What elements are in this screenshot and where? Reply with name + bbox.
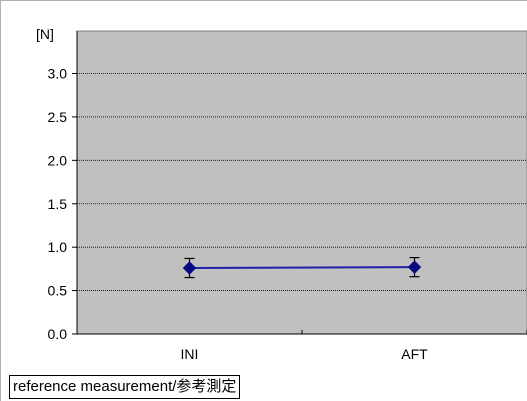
y-tick-label: 1.0	[48, 239, 68, 255]
y-tick-label: 1.5	[48, 196, 68, 212]
grid-lines	[77, 73, 527, 291]
y-tick-label: 2.5	[48, 109, 68, 125]
series-line	[189, 266, 415, 270]
plot-area	[76, 30, 527, 335]
y-axis-ticks: 0.0 0.5 1.0 1.5 2.0 2.5 3.0	[48, 31, 78, 342]
y-tick-label: 0.5	[48, 283, 68, 299]
x-axis-ticks: INI AFT	[76, 330, 527, 362]
series-layer	[182, 256, 422, 279]
y-tick-label: 2.0	[48, 152, 68, 168]
x-tick-label: AFT	[401, 346, 428, 362]
y-tick-label: 0.0	[48, 326, 68, 342]
y-axis-label: [N]	[36, 26, 54, 42]
caption-box: reference measurement/参考測定	[9, 375, 241, 399]
y-tick-label: 3.0	[48, 66, 68, 82]
x-tick-label: INI	[181, 346, 199, 362]
data-point-marker	[407, 260, 422, 274]
data-point-marker	[182, 261, 197, 275]
